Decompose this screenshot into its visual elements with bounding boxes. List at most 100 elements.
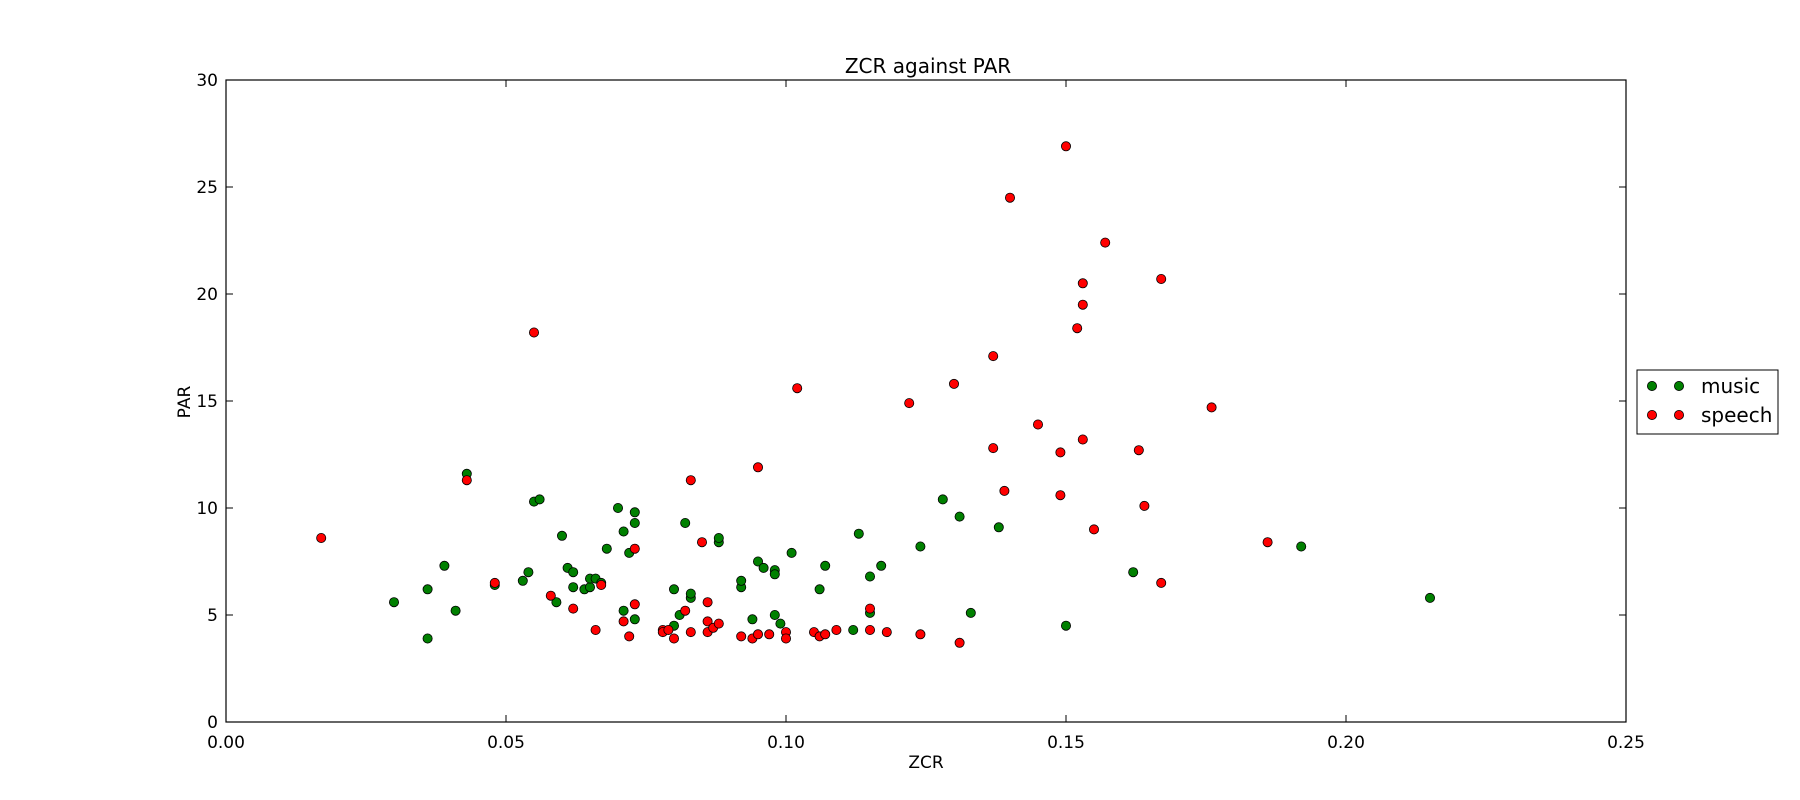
speech-point [1077, 278, 1088, 289]
y-tick-label: 10 [196, 499, 218, 519]
speech-point [702, 597, 713, 608]
music-point [814, 584, 825, 595]
x-axis-label: ZCR [908, 753, 944, 773]
speech-point [753, 462, 764, 473]
speech-point [685, 475, 696, 486]
speech-legend-marker [1647, 409, 1658, 420]
music-point [680, 518, 691, 529]
speech-point [999, 485, 1010, 496]
speech-point [697, 537, 708, 548]
y-tick-label: 5 [207, 606, 218, 626]
music-point [517, 575, 528, 586]
speech-point [865, 625, 876, 636]
music-point [388, 597, 399, 608]
music-point [853, 528, 864, 539]
speech-point [792, 383, 803, 394]
marker-layer [316, 141, 1436, 648]
music-point [534, 494, 545, 505]
y-tick-label: 25 [196, 178, 218, 198]
music-point [758, 562, 769, 573]
music-point [965, 607, 976, 618]
music-point [1128, 567, 1139, 578]
x-tick-label: 0.10 [767, 733, 805, 753]
x-tick-label: 0.15 [1047, 733, 1085, 753]
y-tick-label: 20 [196, 285, 218, 305]
speech-point [1262, 537, 1273, 548]
plot-frame [225, 79, 1627, 723]
tick-layer: 0.00 0.05 0.10 0.15 0.20 0.25 0 5 10 15 20 25 30 [196, 71, 1645, 753]
music-point [618, 605, 629, 616]
speech-point [702, 616, 713, 627]
speech-point [736, 631, 747, 642]
speech-point [1033, 419, 1044, 430]
music-legend-label: music [1701, 374, 1760, 398]
music-legend-marker [1647, 380, 1658, 391]
speech-point [1077, 434, 1088, 445]
x-tick-label: 0.05 [487, 733, 525, 753]
speech-point [590, 625, 601, 636]
speech-point [596, 580, 607, 591]
music-point [954, 511, 965, 522]
speech-point [988, 443, 999, 454]
speech-point [685, 627, 696, 638]
speech-point [865, 603, 876, 614]
music-point [769, 569, 780, 580]
speech-point [461, 475, 472, 486]
speech-point [663, 625, 674, 636]
music-point [557, 530, 568, 541]
chart-title: ZCR against PAR [845, 54, 1011, 78]
y-tick-label: 30 [196, 71, 218, 91]
speech-point [988, 351, 999, 362]
speech-point [764, 629, 775, 640]
music-point [876, 560, 887, 571]
music-point [736, 575, 747, 586]
music-point [993, 522, 1004, 533]
music-point [613, 502, 624, 513]
music-point [439, 560, 450, 571]
speech-point [629, 599, 640, 610]
legend: music speech [1636, 369, 1779, 435]
speech-point [316, 533, 327, 544]
speech-point [1055, 490, 1066, 501]
music-point [568, 567, 579, 578]
music-point [786, 547, 797, 558]
music-point [629, 518, 640, 529]
speech-legend-marker [1674, 409, 1685, 420]
y-tick-label: 0 [207, 713, 218, 733]
speech-point [915, 629, 926, 640]
music-point [601, 543, 612, 554]
x-tick-label: 0.20 [1327, 733, 1365, 753]
speech-point [1005, 192, 1016, 203]
speech-point [820, 629, 831, 640]
speech-point [618, 616, 629, 627]
speech-point [629, 543, 640, 554]
music-point [629, 614, 640, 625]
music-point [1296, 541, 1307, 552]
speech-point [568, 603, 579, 614]
music-point [669, 584, 680, 595]
music-point [618, 526, 629, 537]
music-point [450, 605, 461, 616]
speech-point [680, 605, 691, 616]
music-point [1061, 620, 1072, 631]
music-point [568, 582, 579, 593]
x-tick-label: 0.00 [207, 733, 245, 753]
speech-point [881, 627, 892, 638]
speech-point [489, 577, 500, 588]
music-point [629, 507, 640, 518]
speech-point [1089, 524, 1100, 535]
speech-point [1055, 447, 1066, 458]
music-point [848, 625, 859, 636]
speech-point [545, 590, 556, 601]
speech-point [753, 629, 764, 640]
music-point [1425, 592, 1436, 603]
legend-box [1636, 369, 1779, 435]
music-point [685, 588, 696, 599]
speech-point [781, 633, 792, 644]
y-axis-label: PAR [175, 386, 195, 419]
music-point [753, 556, 764, 567]
speech-point [1156, 577, 1167, 588]
speech-point [529, 327, 540, 338]
legend-items: music speech [1647, 374, 1772, 427]
